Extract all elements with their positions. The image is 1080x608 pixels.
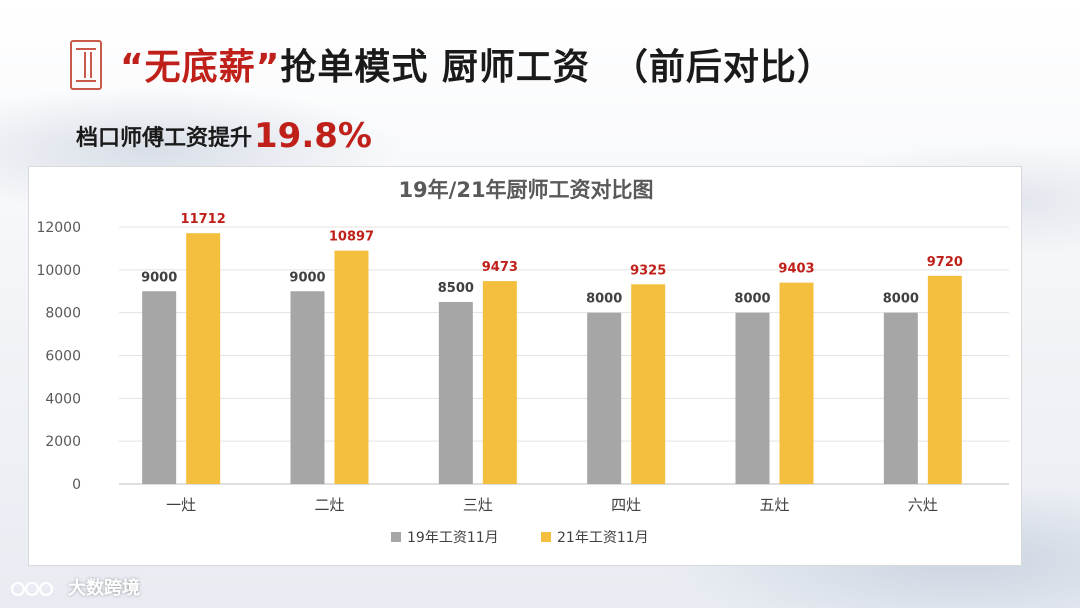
data-label: 8500 [438,281,474,296]
y-tick-label: 4000 [45,391,81,407]
y-tick-label: 6000 [45,349,81,365]
bar-21-0 [186,233,221,484]
title-rest: 抢单模式 厨师工资 [280,47,590,88]
bar-19-3 [587,312,622,484]
data-label: 9325 [630,263,666,278]
legend-label: 21年工资11月 [557,530,649,546]
legend-swatch [391,532,401,542]
data-label: 9000 [289,270,325,285]
bar-chart: 19年/21年厨师工资对比图 0 2000 4000 6000 8000 10000 1200… [36,178,1009,546]
x-tick-label: 三灶 [463,496,493,514]
y-tick-label: 10000 [36,263,81,279]
chart-card: 19年/21年厨师工资对比图 0 2000 4000 6000 8000 10000 1200… [28,166,1022,566]
seal-logo [70,40,102,90]
chart-title: 19年/21年厨师工资对比图 [398,178,653,202]
x-tick-label: 五灶 [759,496,789,514]
title-highlight: 无底薪 [144,47,256,88]
bar-21-2 [482,281,517,484]
y-tick-label: 0 [72,477,81,493]
bar-19-0 [142,291,177,484]
data-label: 9403 [778,262,814,277]
title-quote-open: “ [120,47,145,88]
title-quote-close: ” [255,47,281,88]
data-label: 9473 [482,260,518,275]
legend-swatch [541,532,551,542]
data-label: 8000 [734,292,770,307]
bar-19-2 [438,301,473,484]
watermark: 大数跨境 [10,574,140,600]
x-tick-label: 六灶 [908,496,938,514]
x-tick-label: 四灶 [611,496,641,514]
data-label: 11712 [181,212,226,227]
data-label: 9000 [141,270,177,285]
y-tick-label: 2000 [45,434,81,450]
slide-subtitle: 档口师傅工资提升19.8% [76,116,372,156]
bar-19-5 [883,312,918,484]
bar-21-4 [779,282,814,484]
legend-label: 19年工资11月 [407,530,499,546]
data-label: 8000 [883,292,919,307]
bar-21-3 [631,284,666,484]
bar-19-1 [290,291,325,484]
title-paren: （前后对比） [611,47,834,88]
watermark-text: 大数跨境 [68,578,140,599]
y-tick-label: 12000 [36,220,81,236]
bar-21-5 [927,275,962,484]
data-label: 8000 [586,292,622,307]
x-tick-label: 二灶 [314,496,344,514]
x-tick-label: 一灶 [166,496,196,514]
subtitle-percent: 19.8% [254,116,372,156]
watermark-logo-icon [11,582,53,596]
slide-title: “无底薪”抢单模式 厨师工资 （前后对比） [120,38,834,90]
data-label: 9720 [927,255,963,270]
data-label: 10897 [329,230,374,245]
bar-21-1 [334,250,369,484]
bar-19-4 [735,312,770,484]
subtitle-text: 档口师傅工资提升 [76,126,253,151]
y-tick-label: 8000 [45,306,81,322]
